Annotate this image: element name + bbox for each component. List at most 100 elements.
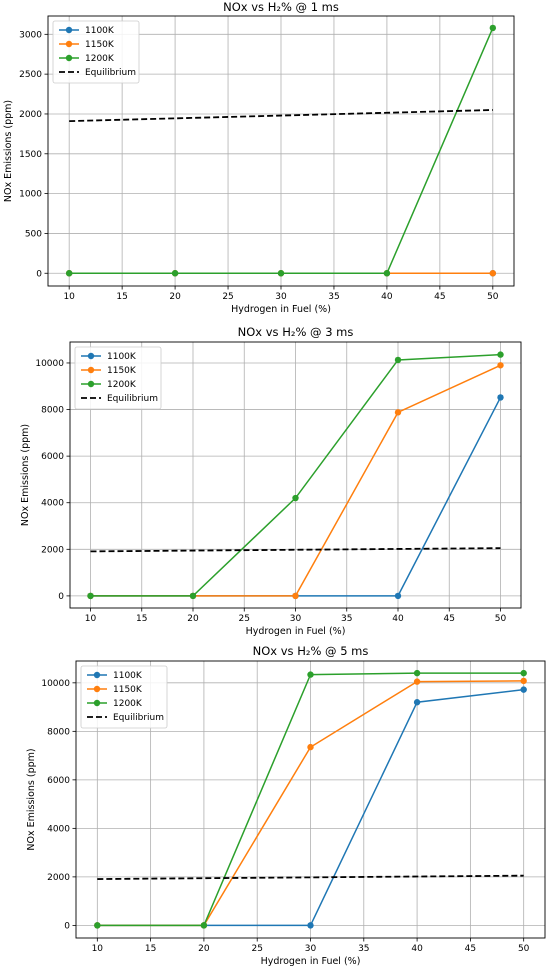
x-tick-label: 15: [145, 944, 156, 954]
x-tick-label: 50: [495, 614, 507, 624]
data-point-1200k: [413, 669, 421, 677]
data-point-1200k: [171, 270, 179, 277]
chart-title: NOx vs H₂% @ 3 ms: [238, 325, 354, 339]
y-tick-label: 6000: [47, 776, 70, 786]
y-tick-label: 1500: [19, 150, 42, 160]
y-tick-label: 8000: [47, 727, 70, 737]
y-axis-label: NOx Emissions (ppm): [20, 424, 31, 526]
plot-frame: [69, 341, 522, 609]
y-tick-label: 8000: [41, 406, 64, 416]
x-axis-label: Hydrogen in Fuel (%): [231, 304, 331, 315]
legend-label: 1150K: [113, 685, 143, 695]
data-point-1200k: [189, 592, 197, 600]
legend-marker: [87, 380, 95, 388]
legend: 1100K 1150K 1200K Equilibrium: [74, 346, 162, 410]
data-point-1150k: [292, 592, 299, 600]
x-tick-label: 45: [444, 614, 455, 624]
x-tick-label: 15: [136, 614, 147, 624]
x-tick-label: 15: [116, 292, 127, 302]
legend-marker: [65, 26, 73, 34]
x-tick-label: 45: [434, 292, 445, 302]
legend-label: 1200K: [113, 699, 143, 709]
data-point-1150k: [307, 743, 314, 751]
legend-box: [80, 665, 168, 729]
data-point-1200k: [292, 494, 299, 502]
y-tick-label: 500: [25, 229, 42, 239]
chart-3: NOx vs H₂% @ 5 ms 10 15 20 25 30 35 40 45 50 0 2000…: [26, 644, 546, 967]
y-axis-label: NOx Emissions (ppm): [3, 100, 14, 202]
x-tick-label: 25: [251, 944, 262, 954]
data-point-1150k: [413, 678, 421, 685]
legend-label: Equilibrium: [107, 394, 158, 404]
legend-marker: [65, 40, 73, 48]
x-tick-label: 25: [222, 292, 233, 302]
x-tick-label: 45: [465, 944, 476, 954]
y-axis-label: NOx Emissions (ppm): [26, 748, 37, 850]
y-tick-label: 0: [36, 269, 42, 279]
plot-frame: [47, 15, 515, 287]
y-tick-label: 2500: [19, 70, 42, 80]
chart-title: NOx vs H₂% @ 5 ms: [253, 644, 369, 658]
legend-box: [74, 346, 162, 410]
y-tick-label: 2000: [41, 545, 64, 555]
x-tick-label: 10: [63, 292, 75, 302]
data-point-1200k: [497, 351, 504, 358]
legend-label: 1150K: [85, 40, 115, 50]
legend-label: 1150K: [107, 366, 137, 376]
legend-label: 1100K: [113, 671, 143, 681]
legend-marker: [93, 671, 101, 679]
legend-label: Equilibrium: [113, 713, 164, 723]
legend-marker: [87, 366, 95, 374]
legend-label: Equilibrium: [85, 68, 136, 78]
x-axis-label: Hydrogen in Fuel (%): [261, 956, 361, 967]
x-tick-label: 10: [85, 614, 97, 624]
data-point-1200k: [307, 671, 314, 678]
y-tick-label: 0: [58, 592, 64, 602]
data-point-1150k: [489, 270, 497, 277]
legend: 1100K 1150K 1200K Equilibrium: [80, 665, 168, 729]
data-point-1200k: [520, 669, 527, 677]
y-tick-label: 4000: [41, 499, 64, 509]
y-tick-label: 2000: [47, 873, 70, 883]
x-tick-label: 20: [169, 292, 181, 302]
x-tick-label: 40: [381, 292, 393, 302]
data-point-1200k: [277, 270, 285, 277]
legend: 1100K 1150K 1200K Equilibrium: [52, 20, 140, 84]
series-line-equilibrium: [90, 547, 501, 553]
x-tick-label: 40: [411, 944, 423, 954]
y-tick-label: 0: [64, 921, 70, 931]
data-point-1200k: [383, 270, 391, 277]
y-tick-label: 10000: [35, 359, 64, 369]
legend-marker: [87, 352, 95, 360]
plot-frame: [75, 660, 546, 939]
x-tick-label: 25: [239, 614, 250, 624]
chart-title: NOx vs H₂% @ 1 ms: [223, 0, 339, 14]
data-point-1100k: [497, 394, 504, 401]
legend-marker: [93, 699, 101, 707]
legend-marker: [93, 685, 101, 693]
data-point-1200k: [489, 24, 497, 32]
y-tick-label: 10000: [41, 679, 70, 689]
y-tick-label: 4000: [47, 824, 70, 834]
chart-2: NOx vs H₂% @ 3 ms 10 15 20 25 30 35 40 45 50 0 2000…: [20, 325, 522, 637]
x-tick-label: 30: [305, 944, 317, 954]
data-point-1200k: [200, 922, 208, 929]
data-point-1150k: [394, 409, 402, 416]
legend-label: 1200K: [107, 380, 137, 390]
data-point-1100k: [520, 686, 527, 693]
x-axis-label: Hydrogen in Fuel (%): [246, 626, 346, 637]
data-point-1100k: [307, 922, 314, 929]
data-point-1200k: [87, 592, 94, 600]
legend-label: 1200K: [85, 54, 115, 64]
data-point-1100k: [413, 699, 421, 706]
x-tick-label: 20: [198, 944, 210, 954]
y-tick-label: 6000: [41, 452, 64, 462]
x-tick-label: 35: [328, 292, 339, 302]
legend-marker: [65, 54, 73, 62]
data-point-1200k: [394, 356, 402, 364]
data-point-1150k: [497, 362, 504, 369]
data-point-1200k: [65, 270, 73, 277]
legend-label: 1100K: [107, 352, 137, 362]
y-tick-label: 1000: [19, 190, 42, 200]
